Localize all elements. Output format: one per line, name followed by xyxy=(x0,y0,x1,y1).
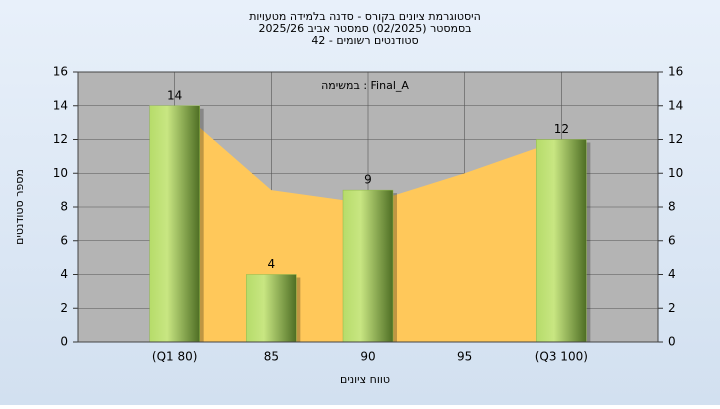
x-tick-label: 95 xyxy=(457,350,472,364)
value-label: 9 xyxy=(364,173,372,187)
y-tick-label: 12 xyxy=(53,132,68,146)
y2-tick-label: 14 xyxy=(668,98,683,112)
y-tick-label: 10 xyxy=(53,166,68,180)
value-label: 12 xyxy=(554,122,569,136)
y2-tick-label: 0 xyxy=(668,335,676,349)
annotation: במשימה : Final_A xyxy=(321,79,409,92)
y2-tick-label: 6 xyxy=(668,233,676,247)
y-tick-label: 0 xyxy=(60,335,68,349)
y2-tick-label: 16 xyxy=(668,65,683,79)
y-tick-label: 6 xyxy=(60,233,68,247)
y-tick-label: 14 xyxy=(53,98,68,112)
y2-tick-label: 8 xyxy=(668,200,676,214)
bar xyxy=(536,139,587,343)
bar xyxy=(246,274,297,343)
x-tick-label: (Q1 80) xyxy=(152,350,198,364)
chart-title: סטודנטים רשומים - 42 xyxy=(311,34,418,47)
y2-tick-label: 4 xyxy=(668,267,676,281)
chart-title: בסמסטר (02/2025) סמסטר אביב 2025/26 xyxy=(258,22,471,35)
y-tick-label: 2 xyxy=(60,301,68,315)
bar xyxy=(149,105,200,343)
y-tick-label: 16 xyxy=(53,65,68,79)
y-axis-label: מספר סטודנטים xyxy=(13,169,26,245)
value-label: 4 xyxy=(268,257,276,271)
y2-tick-label: 12 xyxy=(668,132,683,146)
x-tick-label: (Q3 100) xyxy=(535,350,588,364)
plot-border xyxy=(77,71,659,343)
y2-tick-label: 2 xyxy=(668,301,676,315)
x-axis-label: טווח ציונים xyxy=(340,373,390,386)
value-label: 14 xyxy=(167,88,182,102)
x-tick-label: 85 xyxy=(264,350,279,364)
y-tick-label: 4 xyxy=(60,267,68,281)
x-tick-label: 90 xyxy=(360,350,375,364)
bar xyxy=(342,189,394,343)
y2-tick-label: 10 xyxy=(668,166,683,180)
y-tick-label: 8 xyxy=(60,200,68,214)
chart-title: היסטוגרמת ציונים בקורס - סדנה בלמידה מטע… xyxy=(249,10,481,23)
